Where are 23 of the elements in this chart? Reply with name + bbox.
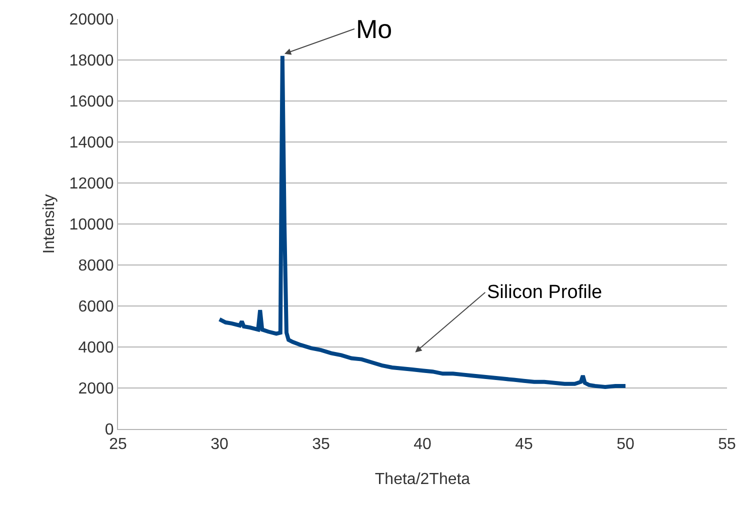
y-tick-label: 20000: [69, 12, 114, 29]
x-tick-label: 35: [312, 436, 330, 454]
annotation: Silicon Profile: [487, 282, 602, 303]
x-tick-label: 50: [616, 436, 634, 454]
x-tick-label: 45: [515, 436, 533, 454]
y-tick-label: 0: [104, 422, 114, 439]
line-series: [218, 54, 628, 389]
x-tick-label: 40: [414, 436, 432, 454]
y-tick-label: 12000: [69, 176, 114, 193]
y-tick-label: 10000: [69, 216, 114, 234]
y-tick-label: 4000: [78, 340, 114, 357]
y-tick-label: 6000: [78, 298, 114, 316]
y-tick-label: 14000: [69, 134, 114, 152]
x-tick-label: 55: [718, 436, 736, 454]
x-tick-label: 25: [109, 436, 127, 454]
y-tick-label: 18000: [69, 52, 114, 70]
x-tick-label: 30: [210, 436, 228, 454]
y-axis-title: Intensity: [41, 194, 58, 254]
y-tick-label: 16000: [69, 94, 114, 111]
annotation: Mo: [356, 14, 392, 44]
y-tick-label: 2000: [78, 380, 114, 398]
x-axis-title: Theta/2Theta: [374, 470, 470, 488]
y-tick-label: 8000: [78, 258, 114, 275]
